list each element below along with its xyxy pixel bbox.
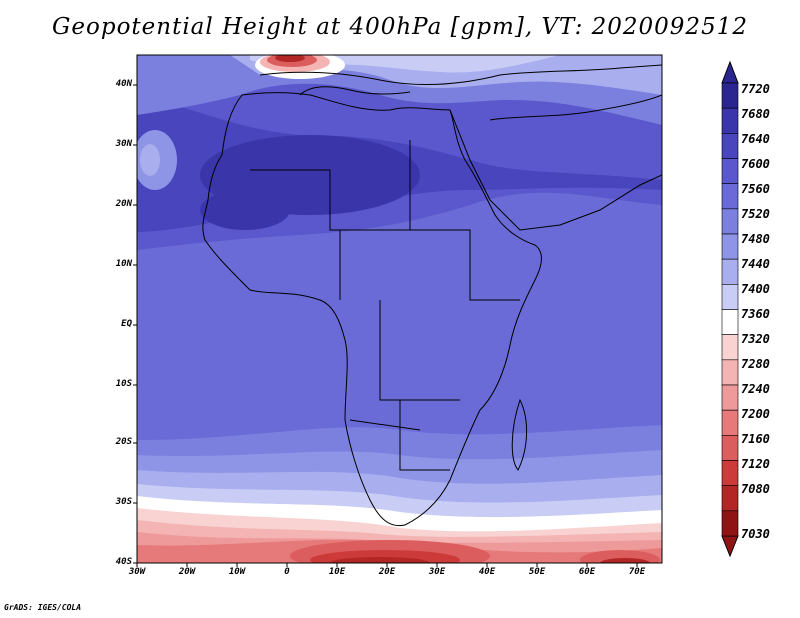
lat-label: 10S [115,379,132,389]
colorbar-label: 7120 [741,457,770,471]
colorbar-label: 7080 [741,482,770,496]
colorbar-segment [721,82,739,109]
colorbar-segment [721,158,739,184]
lon-label: 30E [428,567,446,577]
colorbar-label: 7520 [741,207,770,221]
lat-label: 40N [115,79,132,89]
colorbar-segment [721,309,739,335]
colorbar-segment [721,359,739,386]
colorbar-segment [721,409,739,436]
map-title: Geopotential Height at 400hPa [gpm], VT:… [52,14,748,40]
colorbar-segment [721,384,739,411]
colorbar-label: 7360 [741,307,770,321]
lon-label: 60E [578,567,596,577]
lat-label: 40S [115,557,132,567]
axis-ticks [133,84,638,567]
lon-label: 0 [284,567,290,577]
colorbar-label: 7400 [741,282,770,296]
colorbar-label: 7680 [741,107,770,121]
lat-label: EQ [121,319,132,329]
colorbar-label: 7280 [741,357,770,371]
colorbar-segment [721,183,739,210]
colorbar-label: 7720 [741,82,770,96]
colorbar-label: 7030 [741,527,770,541]
lat-label: 30S [115,497,132,507]
lat-label: 30N [115,139,132,149]
colorbar-top-arrow [721,60,739,84]
lon-label: 70E [628,567,646,577]
lon-label: 20E [378,567,396,577]
colorbar-label: 7160 [741,432,770,446]
colorbar-label: 7640 [741,132,770,146]
lon-label: 10E [328,567,346,577]
lon-label: 10W [228,567,246,577]
colorbar-label: 7240 [741,382,770,396]
coastlines [202,64,662,527]
colorbar-segment [721,510,739,537]
colorbar-segment [721,233,739,260]
colorbar-segment [721,107,739,134]
colorbar-label: 7480 [741,232,770,246]
lat-label: 10N [115,259,132,269]
colorbar-segment [721,208,739,235]
colorbar-label: 7320 [741,332,770,346]
colorbar [721,60,739,558]
credit-text: GrADS: IGES/COLA [4,603,82,612]
colorbar-segment [721,485,739,512]
colorbar-segment [721,133,739,159]
colorbar-segment [721,334,739,361]
colorbar-label: 7200 [741,407,770,421]
lon-label: 50E [528,567,546,577]
lat-label: 20N [115,199,132,209]
lon-label: 40E [478,567,496,577]
colorbar-segment [721,258,739,285]
colorbar-label: 7560 [741,182,770,196]
lat-label: 20S [115,437,132,447]
colorbar-segment [721,435,739,461]
colorbar-segment [721,460,739,486]
colorbar-label: 7440 [741,257,770,271]
colorbar-bottom-arrow [721,535,739,558]
colorbar-label: 7600 [741,157,770,171]
lon-label: 30W [128,567,146,577]
height-field [137,55,662,563]
plot-frame [136,54,663,564]
colorbar-segment [721,284,739,310]
lon-label: 20W [178,567,196,577]
